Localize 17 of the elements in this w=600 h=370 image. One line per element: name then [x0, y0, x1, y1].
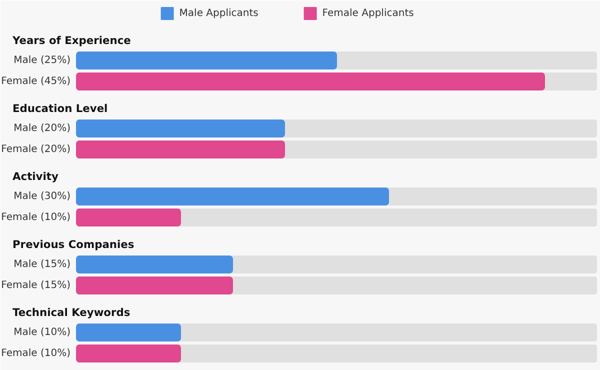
legend-label: Male Applicants: [179, 8, 258, 19]
data-label: Female (10%): [1, 348, 71, 359]
y-tick-label: Education Level: [12, 102, 108, 115]
y-tick-label: Years of Experience: [12, 34, 131, 47]
data-label: Male (20%): [14, 123, 71, 134]
data-label: Male (30%): [14, 191, 71, 202]
data-label: Male (15%): [14, 259, 71, 270]
y-tick-label: Activity: [12, 170, 59, 183]
y-tick-label: Technical Keywords: [12, 306, 130, 319]
data-label: Male (10%): [14, 327, 71, 338]
data-label: Male (25%): [14, 55, 71, 66]
legend-label: Female Applicants: [322, 8, 414, 19]
data-label: Female (15%): [1, 280, 71, 291]
data-label: Female (45%): [1, 76, 71, 87]
data-label: Female (20%): [1, 144, 71, 155]
data-label: Female (10%): [1, 212, 71, 223]
y-tick-label: Previous Companies: [12, 238, 134, 251]
